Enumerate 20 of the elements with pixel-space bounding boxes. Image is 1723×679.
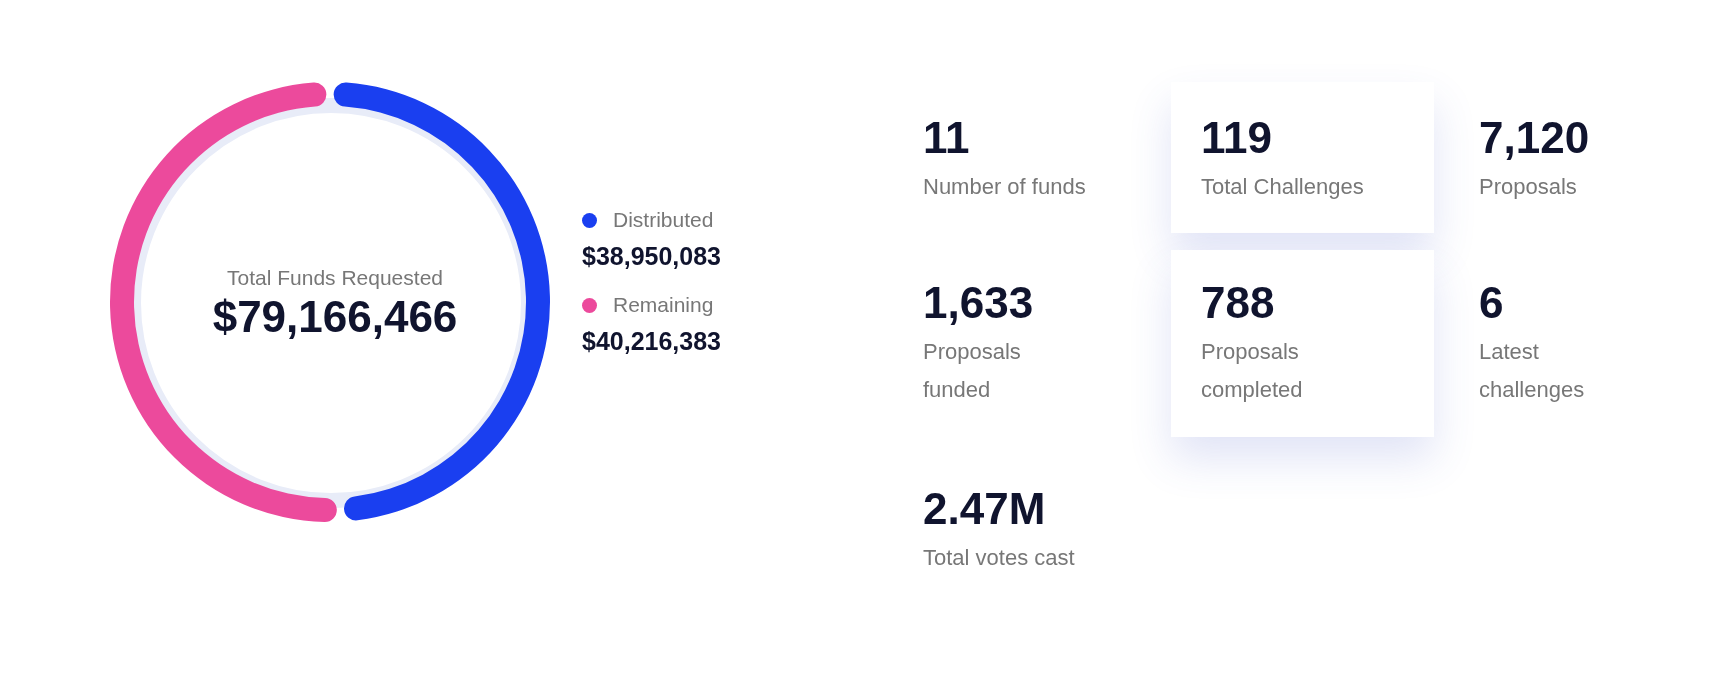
text: 11 xyxy=(923,113,970,162)
category-label: Proposals completed xyxy=(1201,338,1304,404)
text: Total Funds Requested xyxy=(227,266,443,289)
text: 119 xyxy=(1201,113,1272,162)
category-label: Proposals funded xyxy=(923,338,1022,404)
text: 6 xyxy=(1479,278,1504,327)
data-label: $40,216,383 xyxy=(582,327,722,356)
category-label: Latest challenges xyxy=(1479,338,1586,404)
category-label: Total Challenges xyxy=(1201,173,1365,201)
category-label: Total votes cast xyxy=(923,544,1076,572)
category-label: Number of funds xyxy=(923,173,1087,201)
category-label: Proposals xyxy=(1479,173,1578,201)
text: 7,120 xyxy=(1479,113,1590,162)
text: 1,633 xyxy=(923,278,1034,327)
text: 788 xyxy=(1201,278,1275,327)
legend-label: Distributed xyxy=(613,208,714,232)
text: $79,166,466 xyxy=(212,291,458,341)
legend-label: Remaining xyxy=(613,293,714,317)
text: 2.47M xyxy=(923,484,1046,533)
data-label: $38,950,083 xyxy=(582,242,722,271)
